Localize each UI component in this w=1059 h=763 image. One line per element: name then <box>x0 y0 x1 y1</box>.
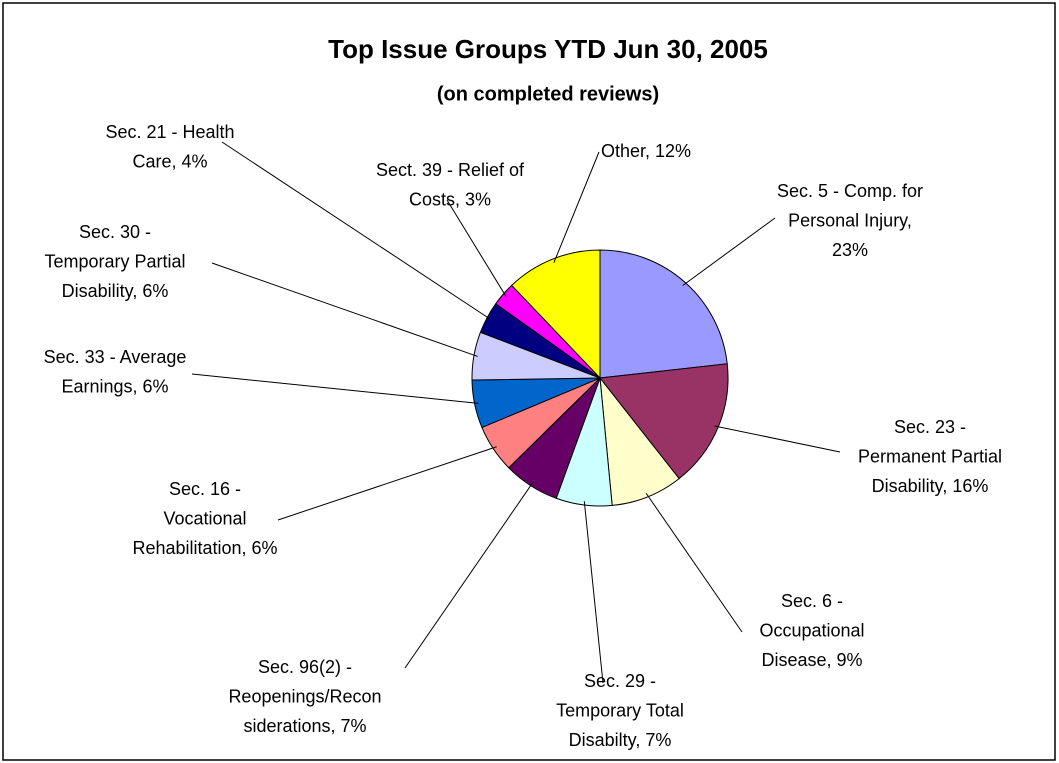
slice-label: Reopenings/Recon <box>228 686 381 706</box>
pie-slice <box>599 249 728 379</box>
slice-label: Sect. 39 - Relief of <box>376 160 525 180</box>
slice-label: Disability, 16% <box>872 476 989 496</box>
leader-line <box>553 151 600 263</box>
leader-line <box>645 492 743 633</box>
slice-label: Temporary Partial <box>44 251 185 271</box>
leader-line <box>211 262 478 357</box>
slice-label: Sec. 23 - <box>894 417 966 437</box>
slice-label: Sec. 21 - Health <box>105 122 234 142</box>
chart-title: Top Issue Groups YTD Jun 30, 2005 <box>328 34 768 64</box>
slice-label: Costs, 3% <box>409 189 491 209</box>
slice-label: Temporary Total <box>556 700 684 720</box>
leader-line <box>446 199 507 297</box>
slice-label: Earnings, 6% <box>61 376 168 396</box>
slice-label: Disability, 6% <box>62 281 169 301</box>
slice-label: Care, 4% <box>132 151 207 171</box>
slice-label: Rehabilitation, 6% <box>132 538 277 558</box>
slice-label: Sec. 96(2) - <box>258 657 352 677</box>
slice-label: Occupational <box>759 620 864 640</box>
leader-line <box>277 446 497 521</box>
slice-label: Sec. 30 - <box>79 222 151 242</box>
slice-label: siderations, 7% <box>243 716 366 736</box>
leader-line <box>191 373 479 404</box>
slice-label: Sec. 16 - <box>169 479 241 499</box>
slice-label: Sec. 5 - Comp. for <box>777 181 923 201</box>
chart-subtitle: (on completed reviews) <box>437 83 659 105</box>
pie-slice <box>599 363 729 480</box>
slice-label: Sec. 6 - <box>781 591 843 611</box>
leader-line <box>583 501 604 684</box>
slice-label: Disabilty, 7% <box>569 730 672 750</box>
leader-line <box>682 217 776 286</box>
slice-label: Sec. 33 - Average <box>44 347 187 367</box>
slice-label: 23% <box>832 240 868 260</box>
slice-label: Other, 12% <box>601 141 691 161</box>
leader-line <box>714 425 841 453</box>
slice-label: Permanent Partial <box>858 446 1002 466</box>
slice-label: Sec. 29 - <box>584 671 656 691</box>
leader-line <box>404 482 534 669</box>
slice-label: Disease, 9% <box>761 650 862 670</box>
slice-label: Personal Injury, <box>788 210 912 230</box>
leader-line <box>221 141 491 320</box>
pie-slice <box>510 249 601 380</box>
slice-label: Vocational <box>163 508 246 528</box>
